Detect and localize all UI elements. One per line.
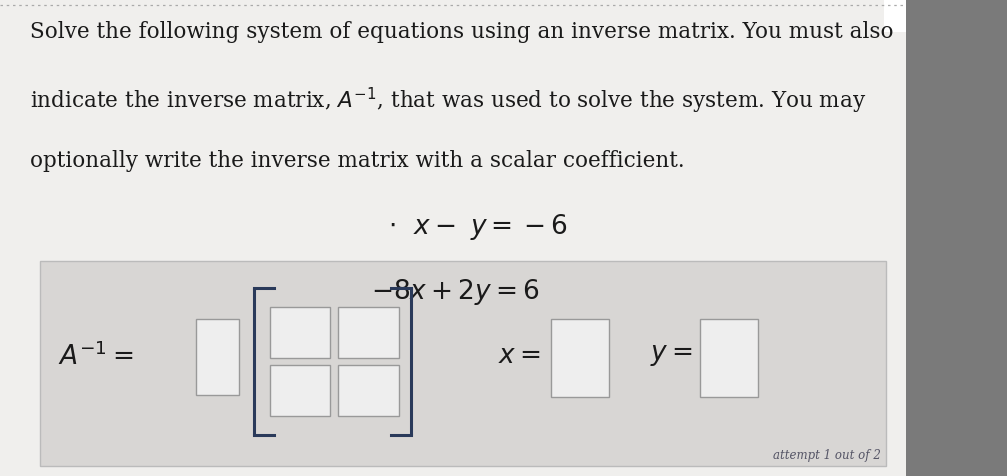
FancyBboxPatch shape bbox=[40, 262, 886, 466]
Text: $\cdot\ \ x-\ y=-6$: $\cdot\ \ x-\ y=-6$ bbox=[388, 212, 567, 242]
FancyBboxPatch shape bbox=[884, 0, 906, 33]
Text: optionally write the inverse matrix with a scalar coefficient.: optionally write the inverse matrix with… bbox=[30, 150, 685, 172]
Text: $-8x+2y=6$: $-8x+2y=6$ bbox=[371, 276, 540, 306]
Text: $x=$: $x=$ bbox=[498, 342, 541, 367]
FancyBboxPatch shape bbox=[270, 365, 330, 416]
FancyBboxPatch shape bbox=[196, 319, 239, 395]
FancyBboxPatch shape bbox=[901, 0, 1007, 476]
Text: Solve the following system of equations using an inverse matrix. You must also: Solve the following system of equations … bbox=[30, 21, 893, 43]
FancyBboxPatch shape bbox=[700, 319, 758, 397]
Text: attempt 1 out of 2: attempt 1 out of 2 bbox=[773, 448, 881, 461]
FancyBboxPatch shape bbox=[270, 307, 330, 358]
Text: indicate the inverse matrix, $A^{-1}$, that was used to solve the system. You ma: indicate the inverse matrix, $A^{-1}$, t… bbox=[30, 86, 866, 116]
Text: $A^{-1}=$: $A^{-1}=$ bbox=[58, 340, 134, 369]
FancyBboxPatch shape bbox=[338, 365, 399, 416]
FancyBboxPatch shape bbox=[0, 0, 906, 476]
FancyBboxPatch shape bbox=[338, 307, 399, 358]
Text: $y=$: $y=$ bbox=[650, 342, 692, 367]
FancyBboxPatch shape bbox=[551, 319, 609, 397]
